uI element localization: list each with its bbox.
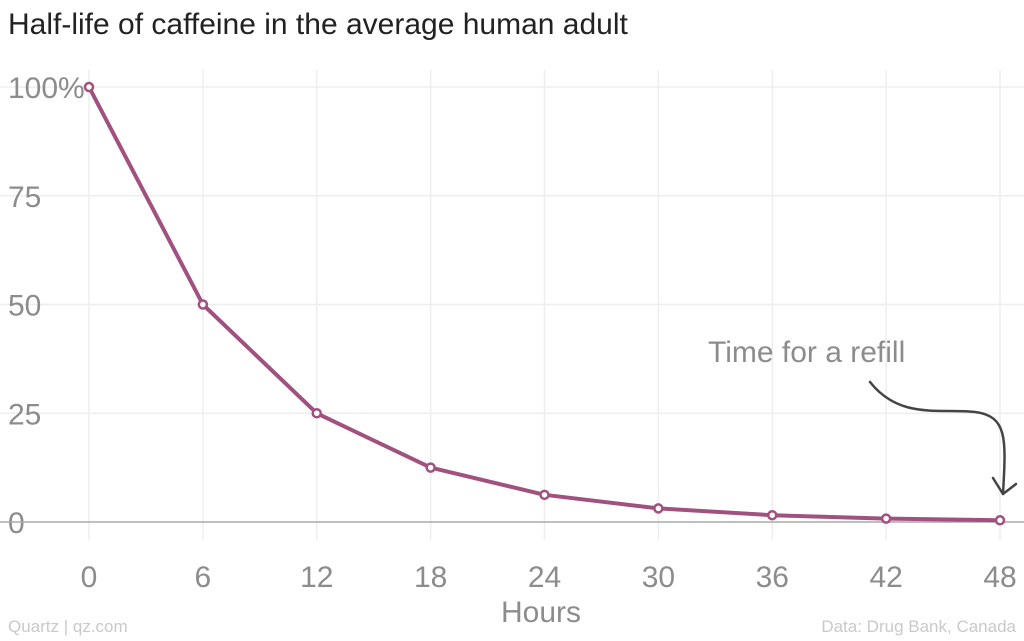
data-point — [311, 408, 322, 419]
x-axis-tick-labels: 0 6 12 18 24 30 36 42 48 — [81, 561, 1017, 594]
y-tick-label: 100% — [8, 72, 85, 105]
data-point — [880, 513, 892, 524]
x-tick-label: 48 — [983, 561, 1016, 594]
x-tick-label: 6 — [195, 561, 212, 594]
data-point — [767, 509, 778, 521]
data-point — [425, 462, 436, 473]
grid — [0, 70, 1024, 540]
x-tick-label: 36 — [756, 561, 789, 594]
chart-title: Half-life of caffeine in the average hum… — [8, 8, 628, 41]
data-point — [539, 489, 550, 501]
data-point — [197, 299, 209, 310]
y-tick-label: 50 — [8, 290, 41, 323]
x-tick-label: 0 — [81, 561, 98, 594]
x-tick-label: 42 — [869, 561, 902, 594]
data-points — [83, 81, 1006, 526]
y-tick-label: 25 — [8, 398, 41, 431]
y-tick-label: 75 — [8, 181, 41, 214]
x-tick-label: 24 — [528, 561, 561, 594]
footer-credit: Quartz | qz.com — [8, 617, 128, 636]
y-tick-label: 0 — [8, 507, 25, 540]
data-point — [653, 503, 664, 514]
arrow-head — [991, 476, 1018, 496]
x-tick-label: 30 — [642, 561, 675, 594]
data-point — [994, 515, 1006, 526]
x-axis-label: Hours — [501, 596, 581, 629]
annotation-arrow — [868, 380, 1018, 496]
footer-source: Data: Drug Bank, Canada — [821, 617, 1016, 636]
y-axis-tick-labels: 0 25 50 75 100% — [8, 72, 85, 540]
x-tick-label: 12 — [300, 561, 333, 594]
arrow-shaft — [868, 380, 1006, 496]
annotation-text: Time for a refill — [708, 336, 905, 369]
data-point — [83, 81, 95, 93]
x-tick-label: 18 — [414, 561, 447, 594]
